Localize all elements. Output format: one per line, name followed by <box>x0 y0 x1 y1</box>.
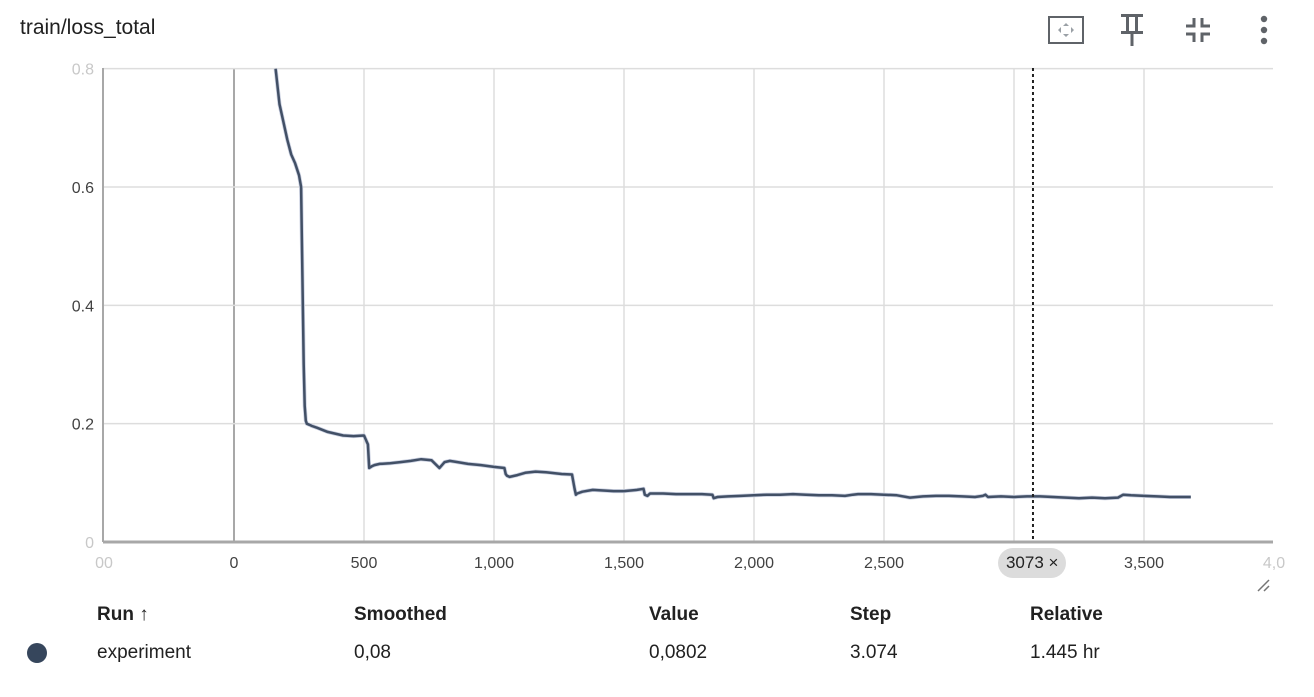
collapse-icon <box>1186 18 1210 42</box>
raw-value: 0,0802 <box>649 642 708 663</box>
y-tick-label: 0.2 <box>72 417 94 434</box>
runs-table: Run ↑ Smoothed Value Step Relative exper… <box>0 596 1230 672</box>
more-vert-icon <box>1260 15 1268 45</box>
x-tick-label: 2,000 <box>734 555 774 572</box>
y-tick-label: 0.6 <box>72 180 94 197</box>
pin-icon <box>1121 14 1143 46</box>
step-cursor-label: 3073 × <box>1005 553 1059 572</box>
x-tick-label: 500 <box>351 555 378 572</box>
series-smoothed-line[interactable] <box>274 68 1191 500</box>
relative-time: 1.445 hr <box>1030 642 1100 663</box>
fit-domain-button[interactable] <box>1046 10 1086 50</box>
chart-title: train/loss_total <box>20 16 156 39</box>
x-tick-label: 3,500 <box>1124 555 1164 572</box>
y-tick-label: 0.8 <box>72 62 94 79</box>
table-header-row: Run ↑ Smoothed Value Step Relative <box>0 596 1230 634</box>
header-smoothed[interactable]: Smoothed <box>354 604 447 625</box>
run-name: experiment <box>97 642 191 663</box>
y-tick-label: 0.4 <box>72 298 94 315</box>
axis-ticks: 0005001,0001,5002,0002,50033,5004,000.20… <box>72 62 1285 572</box>
y-tick-label: 0 <box>85 535 94 552</box>
resize-handle-icon[interactable] <box>1256 578 1270 592</box>
smoothed-value: 0,08 <box>354 642 391 663</box>
chart-toolbar <box>1020 10 1284 50</box>
step-cursor-chip[interactable]: 3073 × <box>997 548 1067 578</box>
fit-domain-icon <box>1048 16 1084 44</box>
run-color-dot <box>27 642 47 663</box>
x-tick-label: 2,500 <box>864 555 904 572</box>
x-tick-label: 0 <box>230 555 239 572</box>
grid-lines <box>102 67 1273 544</box>
more-options-button[interactable] <box>1244 10 1284 50</box>
x-tick-label: 1,500 <box>604 555 644 572</box>
collapse-button[interactable] <box>1178 10 1218 50</box>
header-step[interactable]: Step <box>850 604 892 625</box>
loss-chart[interactable]: 0005001,0001,5002,0002,50033,5004,000.20… <box>0 0 1314 600</box>
x-tick-label: 4,0 <box>1263 555 1285 572</box>
header-value[interactable]: Value <box>649 604 699 625</box>
header-relative[interactable]: Relative <box>1030 604 1103 625</box>
pin-button[interactable] <box>1112 10 1152 50</box>
series-raw-line <box>273 68 1191 501</box>
step-value: 3.074 <box>850 642 898 663</box>
header-run[interactable]: Run ↑ <box>97 604 149 625</box>
series-lines <box>273 68 1191 501</box>
table-row[interactable]: experiment 0,08 0,0802 3.074 1.445 hr <box>0 634 1230 672</box>
x-tick-label: 00 <box>95 555 113 572</box>
x-tick-label: 1,000 <box>474 555 514 572</box>
